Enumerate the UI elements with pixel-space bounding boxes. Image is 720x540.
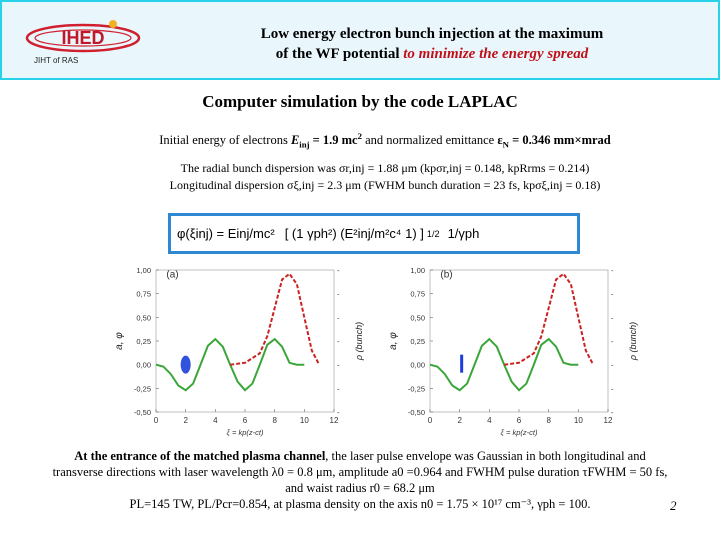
y2-tick-label: - [611,313,614,322]
x-tick-label: 12 [604,416,613,425]
energy-value: = 1.9 mc [309,133,358,148]
y2-axis-label: ρ (bunch) [354,322,364,361]
y-tick-label: 0,75 [410,290,425,299]
formula-exponent: 1/2 [426,228,440,239]
logo-text: IHED [61,28,104,48]
y2-tick-label: - [337,337,340,346]
envelope-series-line [230,272,321,366]
y-tick-label: 0,50 [136,313,151,322]
y2-tick-label: - [611,384,614,393]
energy-symbol: E [290,133,300,148]
x-tick-label: 6 [517,416,522,425]
description-line-1: At the entrance of the matched plasma ch… [0,448,720,464]
y-tick-label: 1,00 [410,266,425,275]
plot-frame [155,269,335,413]
formula-bracket: [ (1 γph²) (E²inj/m²c⁴ 1) ] [284,226,424,241]
title-line-2-prefix: of the WF potential [275,46,404,62]
y-tick-label: 0,25 [136,337,151,346]
y2-tick-label: - [611,266,614,275]
header-banner: IHED JIHT of RAS Low energy electron bun… [0,0,720,80]
chart-b: -0,50 --0,25 -0,00 -0,25 -0,50 -0,75 -1,00 -0 2 4… [388,266,638,437]
title-highlight: to minimize the energy spread [403,46,589,62]
logo-sun-icon [109,20,117,28]
initial-prefix: Initial energy of electrons [159,133,291,148]
envelope-series-line [504,272,595,366]
chart-a: -0,50 --0,25 -0,00 -0,25 -0,50 -0,75 -1,00 -0 2 4… [114,266,364,437]
x-tick-label: 8 [546,416,551,425]
x-tick-label: 12 [330,416,339,425]
electron-bunch-marker [460,354,464,373]
y-tick-label: 0,00 [136,361,151,370]
slide-subtitle: Computer simulation by the code LAPLAC [202,92,518,111]
y-tick-label: -0,25 [408,384,425,393]
phi-series-line [155,337,305,392]
y2-tick-label: - [337,313,340,322]
energy-sup: 2 [357,131,362,141]
y-axis-label: a, φ [114,332,125,350]
potential-formula: φ(ξinj) = Einj/mc² [ (1 γph²) (E²inj/m²c… [171,216,577,251]
description-line-2: transverse directions with laser wavelen… [52,465,668,479]
emittance-sub: N [502,139,509,150]
panel-label: (b) [440,270,452,281]
description-line-1-rest: , the laser pulse envelope was Gaussian … [325,449,646,463]
radial-dispersion-text: The radial bunch dispersion was σr,inj =… [180,161,590,175]
institute-label: JIHT of RAS [34,56,78,65]
ihed-logo: IHED JIHT of RAS [25,20,141,65]
x-tick-label: 4 [487,416,492,425]
y2-tick-label: - [611,408,614,417]
x-tick-label: 8 [272,416,277,425]
x-tick-label: 2 [183,416,188,425]
emittance-symbol: ε [497,133,503,148]
y-tick-label: -0,25 [134,384,151,393]
description-line-4: PL=145 TW, PL/Pcr=0.854, at plasma densi… [129,497,591,511]
potential-formula-box: φ(ξinj) = Einj/mc² [ (1 γph²) (E²inj/m²c… [168,213,580,254]
y-tick-label: 1,00 [136,266,151,275]
initial-parameters: Initial energy of electrons Einj = 1.9 m… [0,131,720,150]
x-tick-label: 10 [574,416,583,425]
x-axis-label: ξ = kp(z-ct) [501,428,538,437]
y-tick-label: 0,75 [136,290,151,299]
formula-lhs: φ(ξinj) = Einj/mc² [177,226,275,241]
logo-orbit-icon [25,23,141,53]
plot-frame [429,269,609,413]
y-tick-label: 0,50 [410,313,425,322]
x-axis-label: ξ = kp(z-ct) [227,428,264,437]
y2-tick-label: - [337,361,340,370]
title-line-1: Low energy electron bunch injection at t… [260,26,604,42]
energy-sub: inj [299,139,310,150]
logo-inner-orbit-icon [34,29,132,47]
x-tick-label: 4 [213,416,218,425]
description-bold-lead: At the entrance of the matched plasma ch… [74,449,326,463]
y2-tick-label: - [337,384,340,393]
y-tick-label: 0,00 [410,361,425,370]
title-line-2: of the WF potential to minimize the ener… [162,44,702,64]
longitudinal-dispersion-text: Longitudinal dispersion σξ,inj = 2.3 μm … [169,178,601,192]
y2-tick-label: - [611,337,614,346]
y-axis-label: a, φ [388,332,399,350]
y-tick-label: -0,50 [408,408,425,417]
y-tick-label: 0,25 [410,337,425,346]
description-line-3: and waist radius r0 = 68.2 μm [285,481,435,495]
y-tick-label: -0,50 [134,408,151,417]
panel-label: (a) [166,270,178,281]
electron-bunch-marker [180,355,191,374]
formula-tail: 1/γph [447,226,480,241]
x-tick-label: 0 [428,416,433,425]
emittance-value: = 0.346 mm×mrad [509,133,611,148]
initial-mid: and normalized emittance [361,133,498,148]
x-tick-label: 10 [300,416,309,425]
y2-tick-label: - [337,408,340,417]
x-tick-label: 0 [154,416,159,425]
y2-tick-label: - [337,266,340,275]
y2-tick-label: - [337,290,340,299]
slide-title: Low energy electron bunch injection at t… [162,24,702,64]
x-tick-label: 2 [457,416,462,425]
description-block: At the entrance of the matched plasma ch… [0,448,720,512]
y2-tick-label: - [611,290,614,299]
y2-tick-label: - [611,361,614,370]
y2-axis-label: ρ (bunch) [628,322,638,361]
x-tick-label: 6 [243,416,248,425]
page-number: 2 [670,498,677,513]
